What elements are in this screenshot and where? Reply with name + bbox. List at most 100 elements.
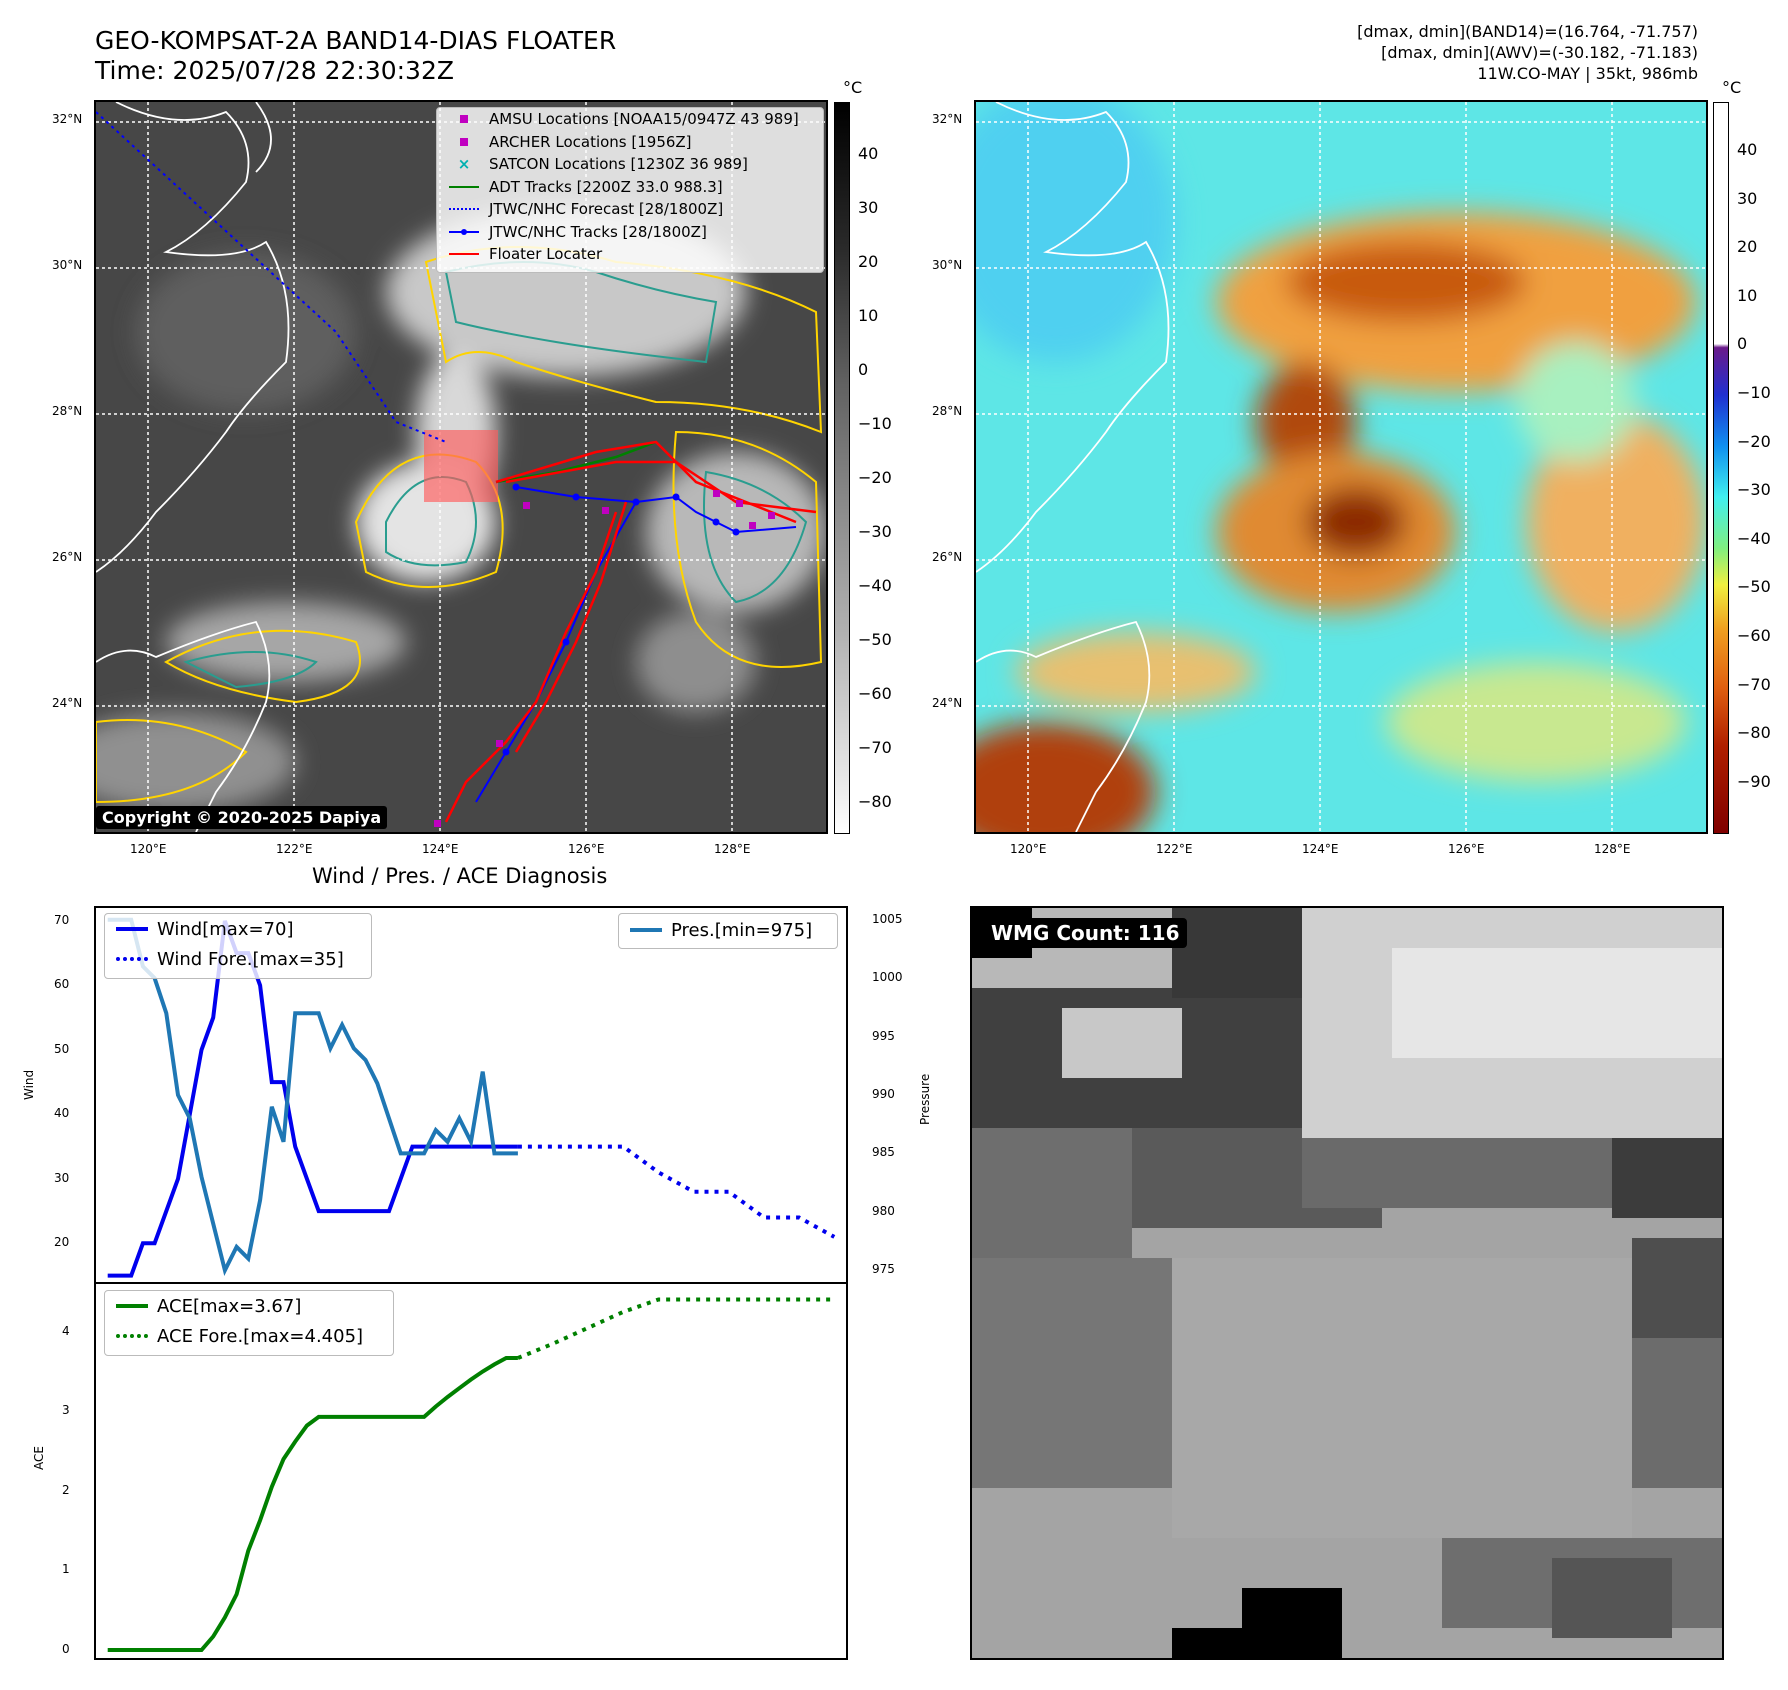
legend-label: JTWC/NHC Tracks [28/1800Z] (489, 222, 707, 241)
wv-colorbar-tick: −90 (1737, 771, 1771, 791)
ir-colorbar-tick: 40 (858, 144, 879, 163)
wv-colorbar-tick: 0 (1737, 334, 1748, 354)
legend-jtwc-tracks: JTWC/NHC Tracks [28/1800Z] (437, 221, 823, 244)
ace-legend: ACE[max=3.67] ACE Fore.[max=4.405] (104, 1290, 394, 1356)
pressure-tick-label: 995 (872, 1028, 895, 1043)
wv-lon-label: 120°E (1010, 842, 1047, 856)
ir-lat-label: 24°N (52, 696, 83, 710)
ir-lat-label: 28°N (52, 404, 83, 418)
square-marker-icon (447, 137, 481, 146)
pressure-tick-label: 1005 (872, 911, 903, 926)
pressure-tick-label: 990 (872, 1087, 895, 1101)
legend-label: JTWC/NHC Forecast [28/1800Z] (489, 200, 724, 219)
legend-label: AMSU Locations [NOAA15/0947Z 43 989] (489, 110, 799, 129)
wind-tick-label: 50 (54, 1041, 70, 1056)
wind-pres-plot (107, 917, 836, 1278)
wv-colorbar-tick: 10 (1737, 285, 1758, 305)
wv-lat-label: 30°N (932, 258, 963, 272)
wv-colorbar-tick: −20 (1737, 431, 1771, 451)
wind-tick-label: 30 (54, 1170, 70, 1185)
x-marker-icon: × (457, 155, 471, 174)
ir-colorbar-tick: −10 (858, 414, 892, 433)
wv-map-panel (974, 100, 1708, 834)
ir-colorbar-tick: 10 (858, 306, 879, 325)
figure-title: GEO-KOMPSAT-2A BAND14-DIAS FLOATER (95, 26, 617, 55)
wv-colorbar-tick: −30 (1737, 480, 1771, 500)
ace-tick-label: 4 (62, 1323, 70, 1338)
figure-time: Time: 2025/07/28 22:30:32Z (95, 56, 454, 85)
ir-colorbar-tick: −60 (858, 684, 892, 703)
series-line-0 (107, 1356, 518, 1652)
legend-ace-fore: ACE Fore.[max=4.405] (105, 1321, 393, 1351)
ir-lon-label: 124°E (422, 842, 459, 856)
line-marker-icon (447, 253, 481, 256)
ir-colorbar-tick: 20 (858, 252, 879, 271)
line-marker-icon (115, 1304, 149, 1308)
legend-pres: Pres.[min=975] (619, 914, 837, 946)
copyright-badge: Copyright © 2020-2025 Dapiya (96, 806, 388, 829)
legend-archer: ARCHER Locations [1956Z] (437, 131, 823, 154)
legend-label: ADT Tracks [2200Z 33.0 988.3] (489, 177, 723, 196)
wv-colorbar-tick: −80 (1737, 723, 1771, 743)
ir-colorbar-tick: −80 (858, 792, 892, 811)
square-marker-icon (447, 115, 481, 124)
legend-label: Floater Locater (489, 245, 603, 264)
ir-colorbar-unit: °C (843, 78, 863, 97)
legend-label: SATCON Locations [1230Z 36 989] (489, 155, 748, 174)
diagnosis-title: Wind / Pres. / ACE Diagnosis (312, 864, 608, 888)
line-dot-icon (447, 228, 481, 235)
ir-colorbar-tick: 0 (858, 360, 869, 379)
ir-colorbar-tick: −70 (858, 738, 892, 757)
wv-lon-label: 126°E (1448, 842, 1485, 856)
wv-colorbar-tick: 40 (1737, 140, 1758, 159)
wv-lat-label: 26°N (932, 550, 963, 564)
wind-legend: Wind[max=70] Wind Fore.[max=35] (104, 913, 372, 979)
wv-colorbar-tick: −60 (1737, 626, 1771, 645)
wv-lon-label: 124°E (1302, 842, 1339, 856)
line-marker-icon (447, 185, 481, 188)
ace-axis-label: ACE (32, 1446, 46, 1470)
legend-label: ACE Fore.[max=4.405] (157, 1325, 364, 1347)
ir-colorbar (834, 102, 850, 834)
line-marker-icon (115, 927, 149, 931)
legend-wind: Wind[max=70] (105, 914, 371, 944)
wind-tick-label: 70 (54, 912, 70, 927)
series-line-1 (517, 1144, 836, 1239)
info-line-2: [dmax, dmin](AWV)=(-30.182, -71.183) (1381, 43, 1698, 62)
info-line-3: 11W.CO-MAY | 35kt, 986mb (1477, 64, 1698, 83)
ace-tick-label: 2 (62, 1482, 70, 1497)
ir-colorbar-tick: −50 (858, 630, 892, 649)
wv-colorbar-tick: 30 (1737, 188, 1758, 208)
dotted-line-icon (447, 208, 481, 211)
series-line-2 (107, 917, 518, 1277)
pressure-axis-label: Pressure (918, 1073, 932, 1125)
ir-lon-label: 120°E (130, 842, 167, 856)
ace-tick-label: 0 (62, 1642, 70, 1657)
wv-lat-label: 24°N (932, 696, 963, 710)
ir-lat-label: 30°N (52, 258, 83, 272)
dotted-line-icon (115, 1334, 149, 1338)
ace-tick-label: 3 (62, 1403, 70, 1418)
legend-label: Pres.[min=975] (671, 919, 813, 941)
wind-tick-label: 20 (54, 1235, 70, 1250)
wmg-count-badge: WMG Count: 116 (984, 918, 1187, 948)
line-marker-icon (629, 928, 663, 932)
dotted-line-icon (115, 957, 149, 961)
wv-colorbar-tick: −70 (1737, 674, 1771, 694)
wv-colorbar (1713, 102, 1729, 834)
wv-lat-label: 32°N (932, 112, 963, 126)
wind-tick-label: 40 (54, 1106, 70, 1121)
series-line-0 (107, 920, 518, 1278)
ir-lat-label: 26°N (52, 550, 83, 564)
ir-lon-label: 128°E (714, 842, 751, 856)
ir-map-legend: AMSU Locations [NOAA15/0947Z 43 989] ARC… (436, 107, 824, 273)
ir-lon-label: 122°E (276, 842, 313, 856)
legend-satcon: × SATCON Locations [1230Z 36 989] (437, 153, 823, 176)
wv-colorbar-unit: °C (1722, 78, 1742, 97)
wv-map-image (976, 102, 1706, 832)
pressure-tick-label: 975 (872, 1262, 895, 1277)
wv-colorbar-tick: 20 (1737, 237, 1758, 257)
legend-wind-fore: Wind Fore.[max=35] (105, 944, 371, 974)
wv-colorbar-tick: −50 (1737, 577, 1771, 597)
info-line-1: [dmax, dmin](BAND14)=(16.764, -71.757) (1357, 22, 1698, 41)
